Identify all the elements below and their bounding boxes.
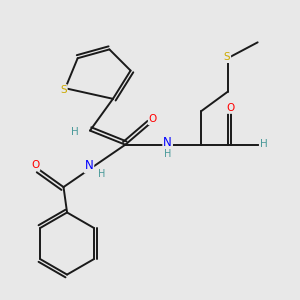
Text: S: S — [60, 85, 67, 95]
Text: H: H — [260, 139, 268, 149]
Text: S: S — [224, 52, 230, 62]
Text: O: O — [226, 103, 235, 113]
Text: O: O — [149, 114, 157, 124]
Text: N: N — [85, 159, 93, 172]
Text: N: N — [163, 136, 172, 149]
Text: H: H — [71, 128, 79, 137]
Text: H: H — [164, 148, 171, 158]
Text: O: O — [31, 160, 39, 170]
Text: H: H — [98, 169, 105, 179]
